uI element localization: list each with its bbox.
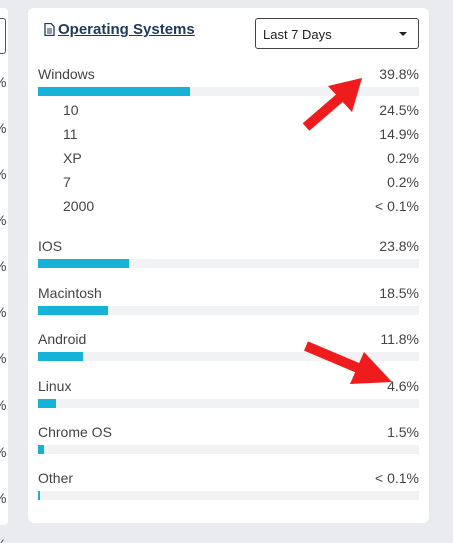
version-name: 7 — [63, 174, 71, 190]
version-row: 10 24.5% — [63, 102, 419, 118]
version-row: 11 14.9% — [63, 126, 419, 142]
usage-bar-track — [38, 491, 419, 500]
usage-bar — [38, 491, 41, 500]
date-range-value: Last 7 Days — [263, 27, 332, 42]
adjacent-percent: % — [0, 536, 6, 543]
adjacent-percent: % — [0, 304, 6, 320]
usage-bar-track — [38, 445, 419, 454]
version-percent: 0.2% — [387, 174, 419, 190]
version-row: 2000 < 0.1% — [63, 198, 419, 214]
os-name: Linux — [38, 378, 72, 394]
usage-bar-track — [38, 87, 419, 96]
usage-bar — [38, 306, 109, 315]
usage-bar-track — [38, 399, 419, 408]
os-name: Android — [38, 331, 87, 347]
version-row: XP 0.2% — [63, 150, 419, 166]
os-percent: 1.5% — [387, 424, 419, 440]
version-percent: 0.2% — [387, 150, 419, 166]
usage-bar-track — [38, 306, 419, 315]
os-percent: 39.8% — [379, 66, 419, 82]
version-name: 11 — [63, 126, 78, 142]
usage-bar — [38, 259, 129, 268]
version-row: 7 0.2% — [63, 174, 419, 190]
usage-bar — [38, 87, 190, 96]
os-name: IOS — [38, 238, 63, 254]
adjacent-percent: % — [0, 490, 6, 506]
card-title-text: Operating Systems — [58, 21, 195, 38]
adjacent-percent: % — [0, 444, 6, 460]
document-icon — [44, 23, 55, 36]
os-name: Macintosh — [38, 285, 102, 301]
os-name: Chrome OS — [38, 424, 112, 440]
os-percent: 11.8% — [380, 331, 419, 347]
version-percent: 24.5% — [379, 102, 419, 118]
os-percent: 4.6% — [387, 378, 419, 394]
usage-bar-track — [38, 352, 419, 361]
os-percent: 23.8% — [379, 238, 419, 254]
adjacent-card: % % % % % % % % % % % — [0, 8, 8, 543]
caret-down-icon — [399, 32, 407, 36]
os-percent: 18.5% — [379, 285, 419, 301]
version-name: 10 — [63, 102, 79, 118]
adjacent-select-fragment[interactable] — [0, 18, 6, 54]
os-name: Other — [38, 470, 74, 486]
adjacent-percent: % — [0, 258, 6, 274]
adjacent-percent: % — [0, 212, 6, 228]
version-percent: 14.9% — [379, 126, 419, 142]
adjacent-percent: % — [0, 166, 6, 182]
version-percent: < 0.1% — [375, 198, 419, 214]
version-name: 2000 — [63, 198, 95, 214]
version-name: XP — [63, 150, 82, 166]
adjacent-percent: % — [0, 120, 6, 136]
adjacent-percent: % — [0, 397, 6, 413]
usage-bar — [38, 352, 83, 361]
operating-systems-card: Operating Systems Last 7 Days Windows 39… — [28, 8, 429, 523]
usage-bar-track — [38, 259, 419, 268]
os-percent: < 0.1% — [375, 470, 419, 486]
usage-bar — [38, 399, 56, 408]
usage-bar — [38, 445, 44, 454]
operating-systems-title-link[interactable]: Operating Systems — [44, 21, 195, 38]
adjacent-percent: % — [0, 74, 6, 90]
adjacent-percent: % — [0, 350, 6, 366]
os-name: Windows — [38, 66, 95, 82]
date-range-select[interactable]: Last 7 Days — [255, 18, 419, 49]
